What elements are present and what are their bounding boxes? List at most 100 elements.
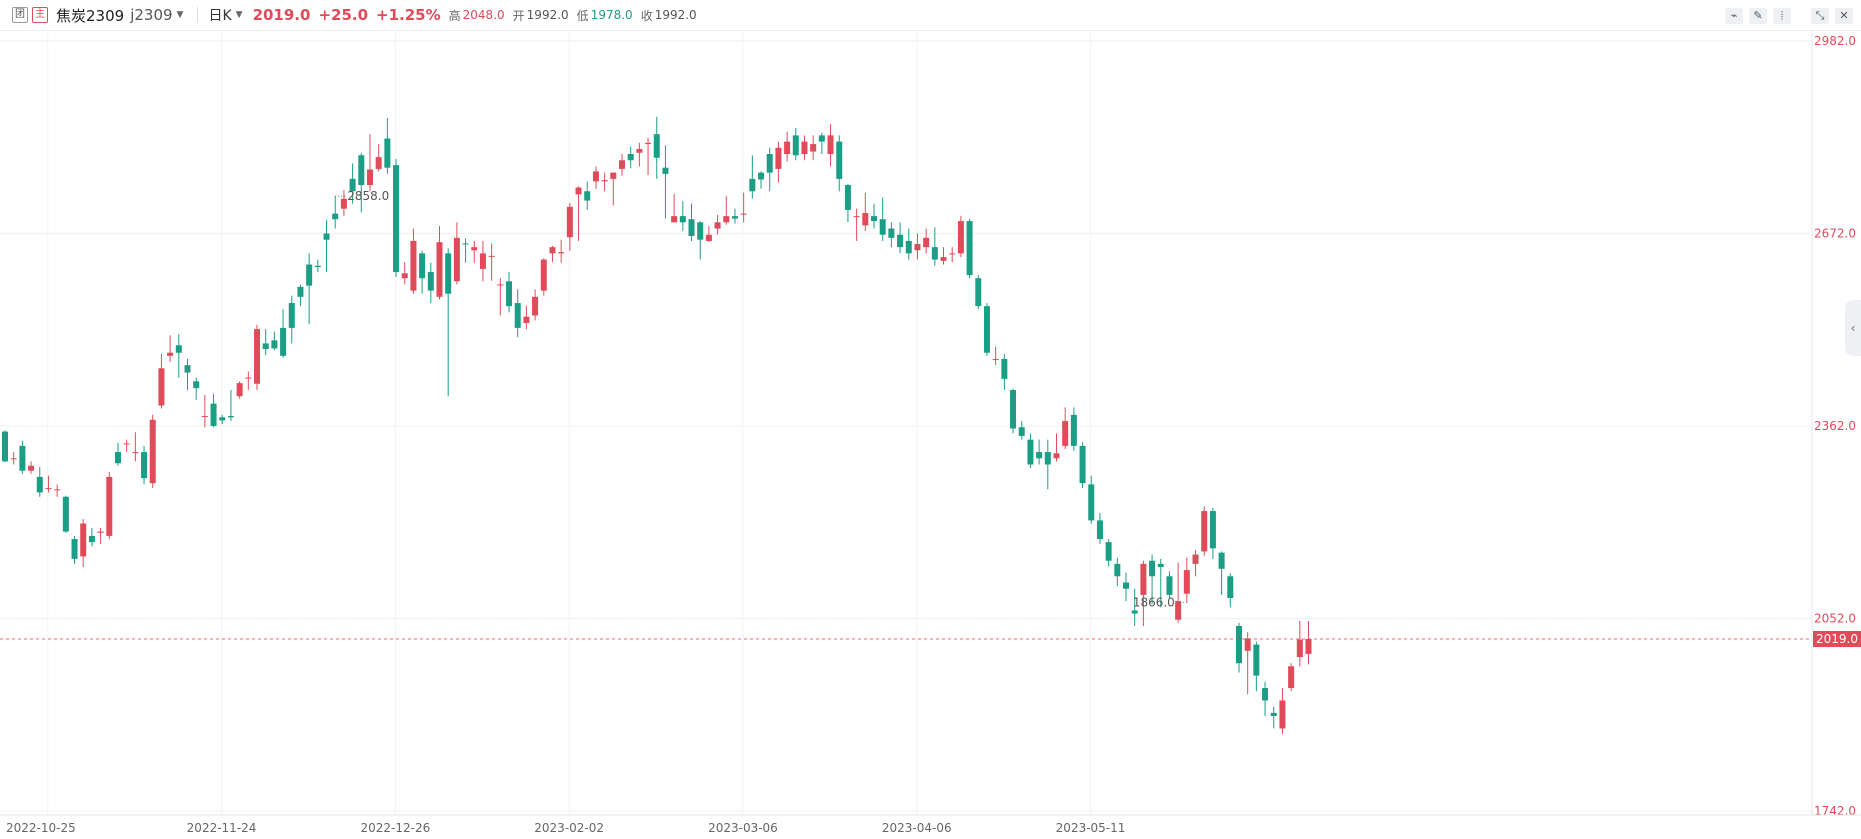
candle — [1279, 688, 1286, 734]
x-tick-label: 2023-05-11 — [1056, 821, 1126, 835]
candle — [636, 142, 643, 167]
candle-body — [323, 233, 330, 240]
period-dropdown-icon[interactable]: ▼ — [235, 10, 243, 20]
candle-body — [514, 303, 521, 328]
candle-body — [931, 247, 938, 260]
candle — [592, 166, 599, 189]
candle-body — [497, 284, 504, 286]
symbol-code[interactable]: j2309 — [130, 6, 173, 24]
candle-body — [71, 539, 78, 559]
candlestick-chart[interactable]: 2019.0 2858.0 1866.0 1742.0 2052.0 2362.0 267… — [0, 30, 1861, 839]
candle-body — [723, 216, 730, 223]
candle-body — [132, 452, 139, 454]
candle-body — [1218, 552, 1225, 569]
candle-body — [462, 243, 469, 245]
candle-body — [949, 253, 956, 255]
candle-body — [419, 253, 426, 279]
candle — [1253, 641, 1260, 692]
annotations: 2019.0 2858.0 1866.0 — [0, 189, 1861, 647]
candle-body — [1157, 563, 1164, 567]
candle — [1114, 557, 1121, 587]
candle — [871, 203, 877, 229]
candle — [705, 226, 712, 243]
candle-body — [888, 228, 895, 238]
candle-body — [1088, 484, 1095, 521]
candle-body — [1027, 439, 1034, 465]
candle — [618, 154, 625, 176]
candle — [1305, 620, 1312, 665]
candle — [280, 309, 287, 358]
candle — [645, 137, 652, 176]
candle — [497, 278, 504, 316]
candle — [766, 147, 773, 192]
candle — [332, 196, 339, 229]
candle — [45, 475, 52, 493]
candle — [749, 155, 756, 199]
candle — [679, 201, 686, 232]
candle — [245, 371, 252, 390]
candle-body — [349, 178, 356, 192]
candle — [1192, 550, 1199, 577]
side-panel-toggle-icon[interactable]: ‹ — [1845, 300, 1861, 356]
candle-body — [523, 316, 530, 323]
candle-body — [671, 216, 678, 223]
high-value: 2048.0 — [462, 8, 505, 22]
candle-body — [306, 264, 313, 286]
candle — [784, 131, 791, 162]
candle-body — [592, 171, 599, 182]
candle — [540, 258, 547, 296]
main-contract-tag[interactable]: 主 — [32, 7, 48, 23]
candle — [71, 535, 78, 564]
candle-body — [80, 523, 87, 557]
line-tool-icon[interactable]: ⌁ — [1725, 8, 1743, 24]
close-icon[interactable]: ✕ — [1835, 8, 1853, 24]
candle — [1096, 512, 1103, 544]
collapse-icon[interactable]: ⤡ — [1811, 8, 1829, 24]
candle-body — [1131, 610, 1138, 614]
candle — [149, 414, 156, 489]
candle-body — [410, 240, 417, 291]
candle — [1131, 588, 1138, 626]
y-tick-label: 2052.0 — [1814, 612, 1856, 626]
close-value: 1992.0 — [654, 8, 697, 22]
period-selector[interactable]: 日K — [208, 8, 232, 24]
candle-style-icon[interactable]: ⦙ — [1773, 8, 1791, 24]
candle-body — [879, 219, 886, 235]
candle-body — [836, 141, 843, 179]
candle — [445, 248, 452, 397]
candle — [532, 289, 539, 321]
candle-body — [601, 180, 608, 182]
candle-body — [566, 206, 573, 238]
candle-body — [844, 185, 851, 210]
candle-body — [36, 476, 43, 493]
candle-body — [54, 489, 61, 491]
candle-body — [610, 172, 617, 179]
candle — [1157, 558, 1164, 608]
candle-body — [19, 445, 26, 471]
candle-body — [1062, 421, 1069, 446]
candle — [384, 118, 391, 174]
candle — [1105, 539, 1112, 567]
group-tag[interactable]: 团 — [12, 7, 28, 23]
candle-body — [575, 187, 582, 195]
candle-body — [966, 221, 973, 276]
candle — [193, 377, 200, 400]
candle-body — [584, 191, 591, 201]
candle — [523, 305, 530, 330]
candle-body — [297, 286, 304, 297]
candle-body — [940, 257, 947, 261]
brush-tool-icon[interactable]: ✎ — [1749, 8, 1767, 24]
candle-body — [818, 135, 825, 142]
candle — [10, 452, 17, 465]
candle-body — [332, 213, 339, 220]
candle — [427, 262, 434, 304]
candle-body — [810, 144, 817, 152]
candle — [1070, 407, 1077, 451]
candle-body — [853, 216, 860, 218]
candle — [158, 353, 165, 409]
candle — [306, 253, 313, 325]
candle-body — [141, 452, 148, 479]
symbol-dropdown-icon[interactable]: ▼ — [176, 10, 184, 20]
candle-body — [636, 149, 643, 153]
x-tick-label: 2022-12-26 — [360, 821, 430, 835]
